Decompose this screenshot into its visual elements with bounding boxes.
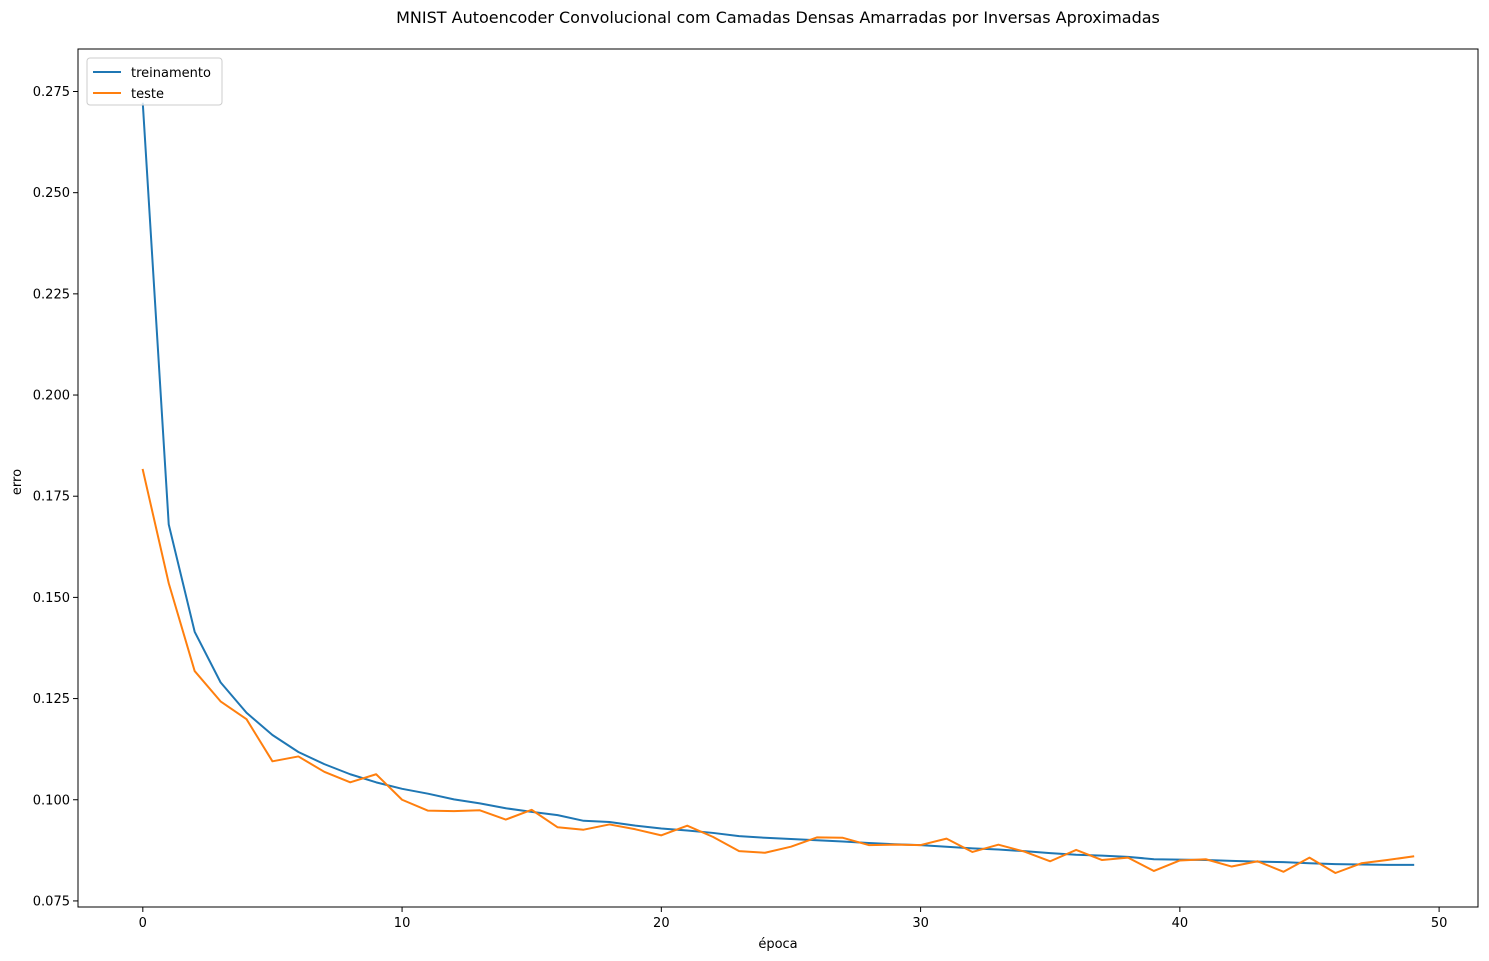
x-tick-label: 20: [653, 916, 670, 931]
x-tick-label: 40: [1172, 916, 1189, 931]
y-tick-label: 0.125: [33, 692, 70, 707]
plot-frame: [77, 48, 1479, 908]
series-line-teste: [141, 468, 1415, 874]
legend: treinamento teste: [86, 57, 223, 106]
plot-area: [141, 102, 1415, 874]
y-tick-label: 0.200: [33, 389, 70, 404]
x-tick-label: 50: [1431, 916, 1448, 931]
x-tick-label: 30: [912, 916, 929, 931]
y-tick-label: 0.225: [33, 287, 70, 302]
y-tick-label: 0.100: [33, 793, 70, 808]
x-tick-label: 0: [139, 916, 147, 931]
y-axis-label: erro: [10, 469, 25, 495]
y-tick-label: 0.175: [33, 490, 70, 505]
y-axis: 0.075 0.100 0.125 0.150 0.175 0.200 0.225 0.250…: [33, 85, 78, 909]
y-tick-label: 0.075: [33, 894, 70, 909]
x-axis-label: época: [758, 937, 797, 952]
chart-title: MNIST Autoencoder Convolucional com Cama…: [396, 8, 1160, 27]
y-tick-label: 0.275: [33, 85, 70, 100]
x-tick-label: 10: [394, 916, 411, 931]
x-axis: 0 10 20 30 40 50: [139, 907, 1448, 931]
legend-label-teste: teste: [131, 87, 164, 102]
y-tick-label: 0.150: [33, 591, 70, 606]
y-tick-label: 0.250: [33, 186, 70, 201]
series-line-treinamento: [141, 102, 1415, 866]
legend-label-treinamento: treinamento: [131, 66, 211, 81]
